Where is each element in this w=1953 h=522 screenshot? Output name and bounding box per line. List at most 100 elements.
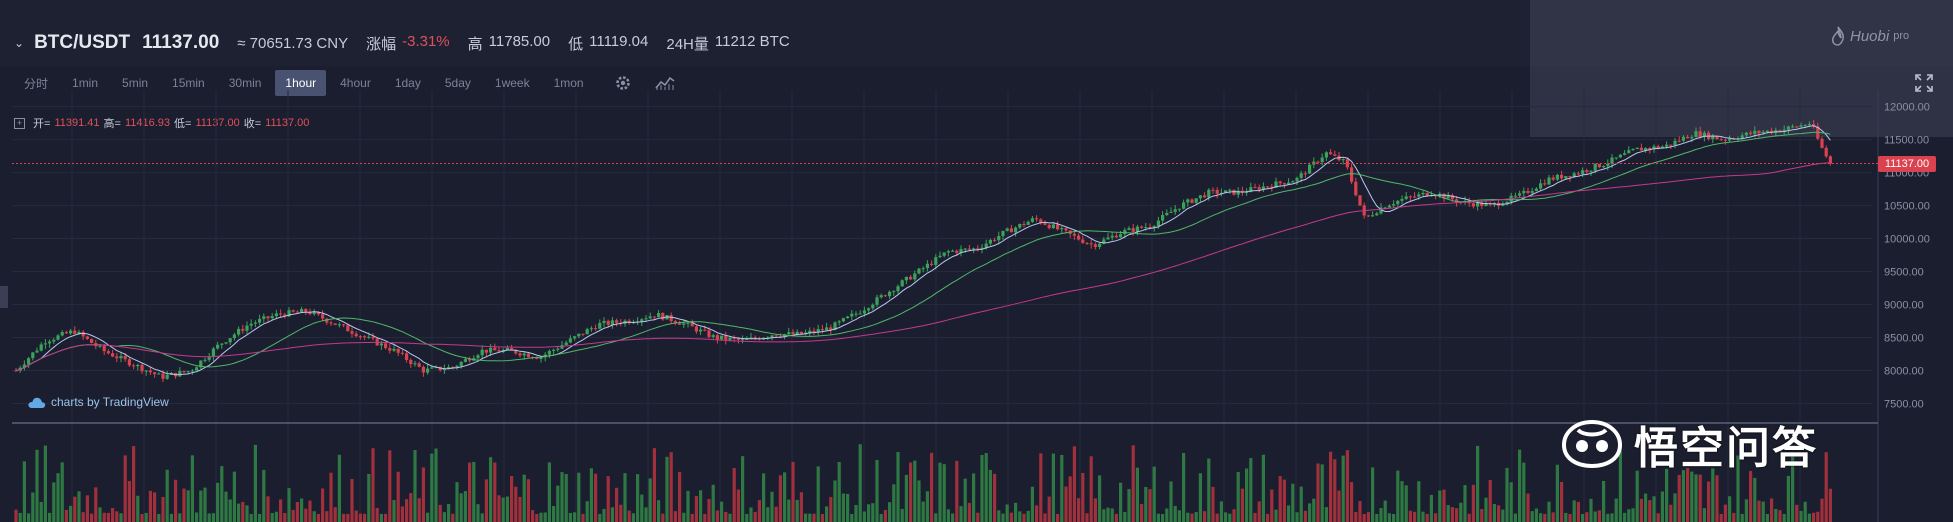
- volume-bar: [1102, 509, 1106, 522]
- candle-body: [1140, 226, 1144, 228]
- tradingview-credit[interactable]: charts by TradingView: [26, 395, 169, 409]
- candle-body: [1085, 242, 1089, 244]
- y-tick-label: 10000.00: [1884, 234, 1930, 246]
- volume-bar: [1320, 464, 1324, 522]
- candle-body: [1715, 136, 1719, 140]
- volume-bar: [1564, 512, 1568, 522]
- interval-tab[interactable]: 5day: [444, 76, 471, 90]
- interval-tab[interactable]: 1week: [494, 76, 530, 90]
- volume-bar: [1005, 504, 1009, 522]
- volume-bar: [1358, 500, 1362, 522]
- volume-bar: [795, 499, 799, 522]
- volume-bar: [216, 482, 220, 522]
- volume-bar: [459, 493, 463, 522]
- volume-bar: [505, 496, 509, 522]
- chevron-down-icon[interactable]: ⌄: [14, 36, 25, 50]
- candle-body: [1644, 147, 1648, 151]
- interval-tab[interactable]: 1mon: [553, 76, 584, 90]
- volume-bar: [883, 510, 887, 522]
- candle-body: [1358, 195, 1362, 206]
- volume-bar: [1257, 501, 1261, 522]
- volume-bar: [993, 473, 997, 522]
- candle-body: [1442, 193, 1446, 199]
- volume-bar: [648, 478, 652, 522]
- interval-tab[interactable]: 30min: [228, 76, 262, 90]
- volume-bar: [115, 511, 119, 522]
- volume-bar: [858, 444, 862, 522]
- volume-bar: [930, 452, 934, 522]
- candle-body: [60, 332, 64, 336]
- indicators-icon[interactable]: [652, 72, 678, 94]
- candle-body: [1753, 130, 1757, 134]
- volume-bar: [602, 508, 606, 522]
- volume-bar: [921, 501, 925, 522]
- candle-body: [262, 316, 266, 319]
- candle-body: [1782, 129, 1786, 133]
- volume-bar: [1228, 513, 1232, 522]
- candle-body: [1278, 181, 1282, 184]
- candle-body: [1190, 199, 1194, 203]
- y-tick-label: 10500.00: [1884, 201, 1930, 213]
- top-bar: [0, 0, 1953, 66]
- volume-bar: [396, 471, 400, 522]
- volume-bar: [652, 448, 656, 522]
- volume-bar: [1396, 470, 1400, 522]
- volume-bar: [938, 462, 942, 522]
- candle-body: [1324, 152, 1328, 158]
- fullscreen-icon[interactable]: [1913, 72, 1935, 94]
- candle-body: [127, 359, 131, 366]
- candle-body: [1228, 189, 1232, 191]
- volume-bar: [812, 513, 816, 522]
- side-collapse-handle[interactable]: [0, 286, 8, 308]
- interval-tab-active[interactable]: 1hour: [275, 70, 327, 96]
- volume-bar: [934, 513, 938, 522]
- interval-tab[interactable]: 1min: [72, 76, 99, 90]
- interval-tab[interactable]: 1day: [394, 76, 421, 90]
- volume-bar: [1219, 501, 1223, 522]
- collapse-legend-icon[interactable]: +: [14, 117, 25, 129]
- candle-body: [241, 328, 245, 331]
- candle-body: [1555, 174, 1559, 180]
- volume-bar: [594, 473, 598, 522]
- candle-body: [1098, 243, 1102, 247]
- volume-bar: [1161, 514, 1165, 522]
- candle-body: [1547, 177, 1551, 185]
- volume-bar: [1757, 500, 1761, 522]
- volume-bar: [900, 508, 904, 522]
- pair-name[interactable]: BTC/USDT: [34, 32, 131, 53]
- volume-bar: [1240, 488, 1244, 522]
- volume-bar: [1614, 498, 1618, 522]
- candle-body: [913, 273, 917, 280]
- volume-bar: [1505, 467, 1509, 522]
- volume-bar: [1513, 513, 1517, 522]
- interval-tab[interactable]: 分时: [24, 76, 49, 91]
- volume-bar: [1177, 510, 1181, 522]
- y-tick-label: 9500.00: [1884, 267, 1924, 279]
- candle-body: [1350, 167, 1354, 182]
- candle-body: [820, 329, 824, 331]
- change-group: 涨幅 -3.31%: [366, 33, 450, 54]
- volume-bar: [619, 504, 623, 522]
- volume-bar: [405, 499, 409, 522]
- candle-body: [951, 250, 955, 252]
- candle-body: [1215, 189, 1219, 194]
- candle-body: [1379, 207, 1383, 214]
- candle-body: [258, 318, 262, 323]
- volume-bar: [1186, 512, 1190, 522]
- volume-bar: [1001, 513, 1005, 522]
- volume-bar: [1404, 485, 1408, 522]
- candle-body: [1387, 205, 1391, 208]
- interval-tab[interactable]: 4hour: [340, 76, 371, 90]
- volume-bar: [1534, 508, 1538, 522]
- candle-body: [144, 370, 148, 372]
- volume-bar: [1417, 481, 1421, 522]
- settings-icon[interactable]: [610, 72, 636, 94]
- candle-body: [1723, 139, 1727, 141]
- interval-tab[interactable]: 15min: [172, 76, 205, 90]
- volume-bar: [1471, 484, 1475, 522]
- interval-tab[interactable]: 5min: [122, 76, 149, 90]
- candle-body: [589, 328, 593, 330]
- volume-bar: [295, 502, 299, 522]
- volume-bar: [1274, 509, 1278, 522]
